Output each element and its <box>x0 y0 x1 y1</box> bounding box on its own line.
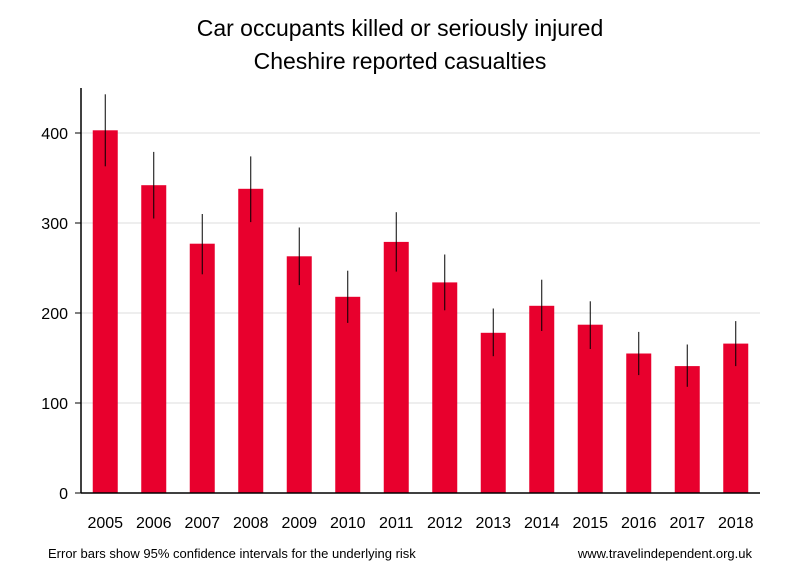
x-tick-labels: 2005 2006 2007 2008 2009 2010 2011 2012 2013 2014… <box>87 515 753 532</box>
bar-2012 <box>432 282 458 493</box>
x-tick-label: 2015 <box>572 515 608 532</box>
bar-2008 <box>238 188 264 494</box>
bar-2007 <box>189 243 215 493</box>
bars <box>92 130 749 494</box>
footnote-source: www.travelindependent.org.uk <box>577 546 752 561</box>
gridlines <box>81 132 760 404</box>
x-tick-label: 2009 <box>281 515 317 532</box>
x-tick-label: 2017 <box>669 515 705 532</box>
x-tick-label: 2011 <box>379 515 414 532</box>
x-tick-label: 2013 <box>475 515 511 532</box>
bar-2017 <box>674 366 700 493</box>
y-tick-label: 300 <box>41 216 68 233</box>
chart-subtitle: Cheshire reported casualties <box>253 48 547 74</box>
bar-2011 <box>383 241 409 493</box>
y-tick-label: 100 <box>41 396 68 413</box>
x-tick-label: 2014 <box>524 515 560 532</box>
x-tick-label: 2018 <box>718 515 754 532</box>
y-tick-label: 200 <box>41 306 68 323</box>
error-bars <box>104 94 737 387</box>
bar-2016 <box>626 353 652 493</box>
x-tick-label: 2010 <box>330 515 366 532</box>
bar-2014 <box>529 305 555 493</box>
bar-2015 <box>577 324 603 493</box>
x-tick-label: 2007 <box>184 515 220 532</box>
x-tick-label: 2006 <box>136 515 172 532</box>
y-tick-label: 0 <box>59 486 68 503</box>
bar-2009 <box>286 256 312 493</box>
bar-2006 <box>141 185 167 493</box>
y-tick-label: 400 <box>41 126 68 143</box>
bar-2005 <box>92 130 118 494</box>
bar-2018 <box>723 343 749 493</box>
y-tick-labels: 0 100 200 300 400 <box>41 126 68 503</box>
x-tick-label: 2012 <box>427 515 463 532</box>
bar-2010 <box>335 296 361 493</box>
axes <box>75 88 760 494</box>
footnote-error-bars: Error bars show 95% confidence intervals… <box>48 546 416 561</box>
chart-title: Car occupants killed or seriously injure… <box>196 15 604 41</box>
x-tick-label: 2005 <box>87 515 123 532</box>
x-tick-label: 2016 <box>621 515 657 532</box>
bar-2013 <box>480 332 506 493</box>
x-tick-label: 2008 <box>233 515 269 532</box>
